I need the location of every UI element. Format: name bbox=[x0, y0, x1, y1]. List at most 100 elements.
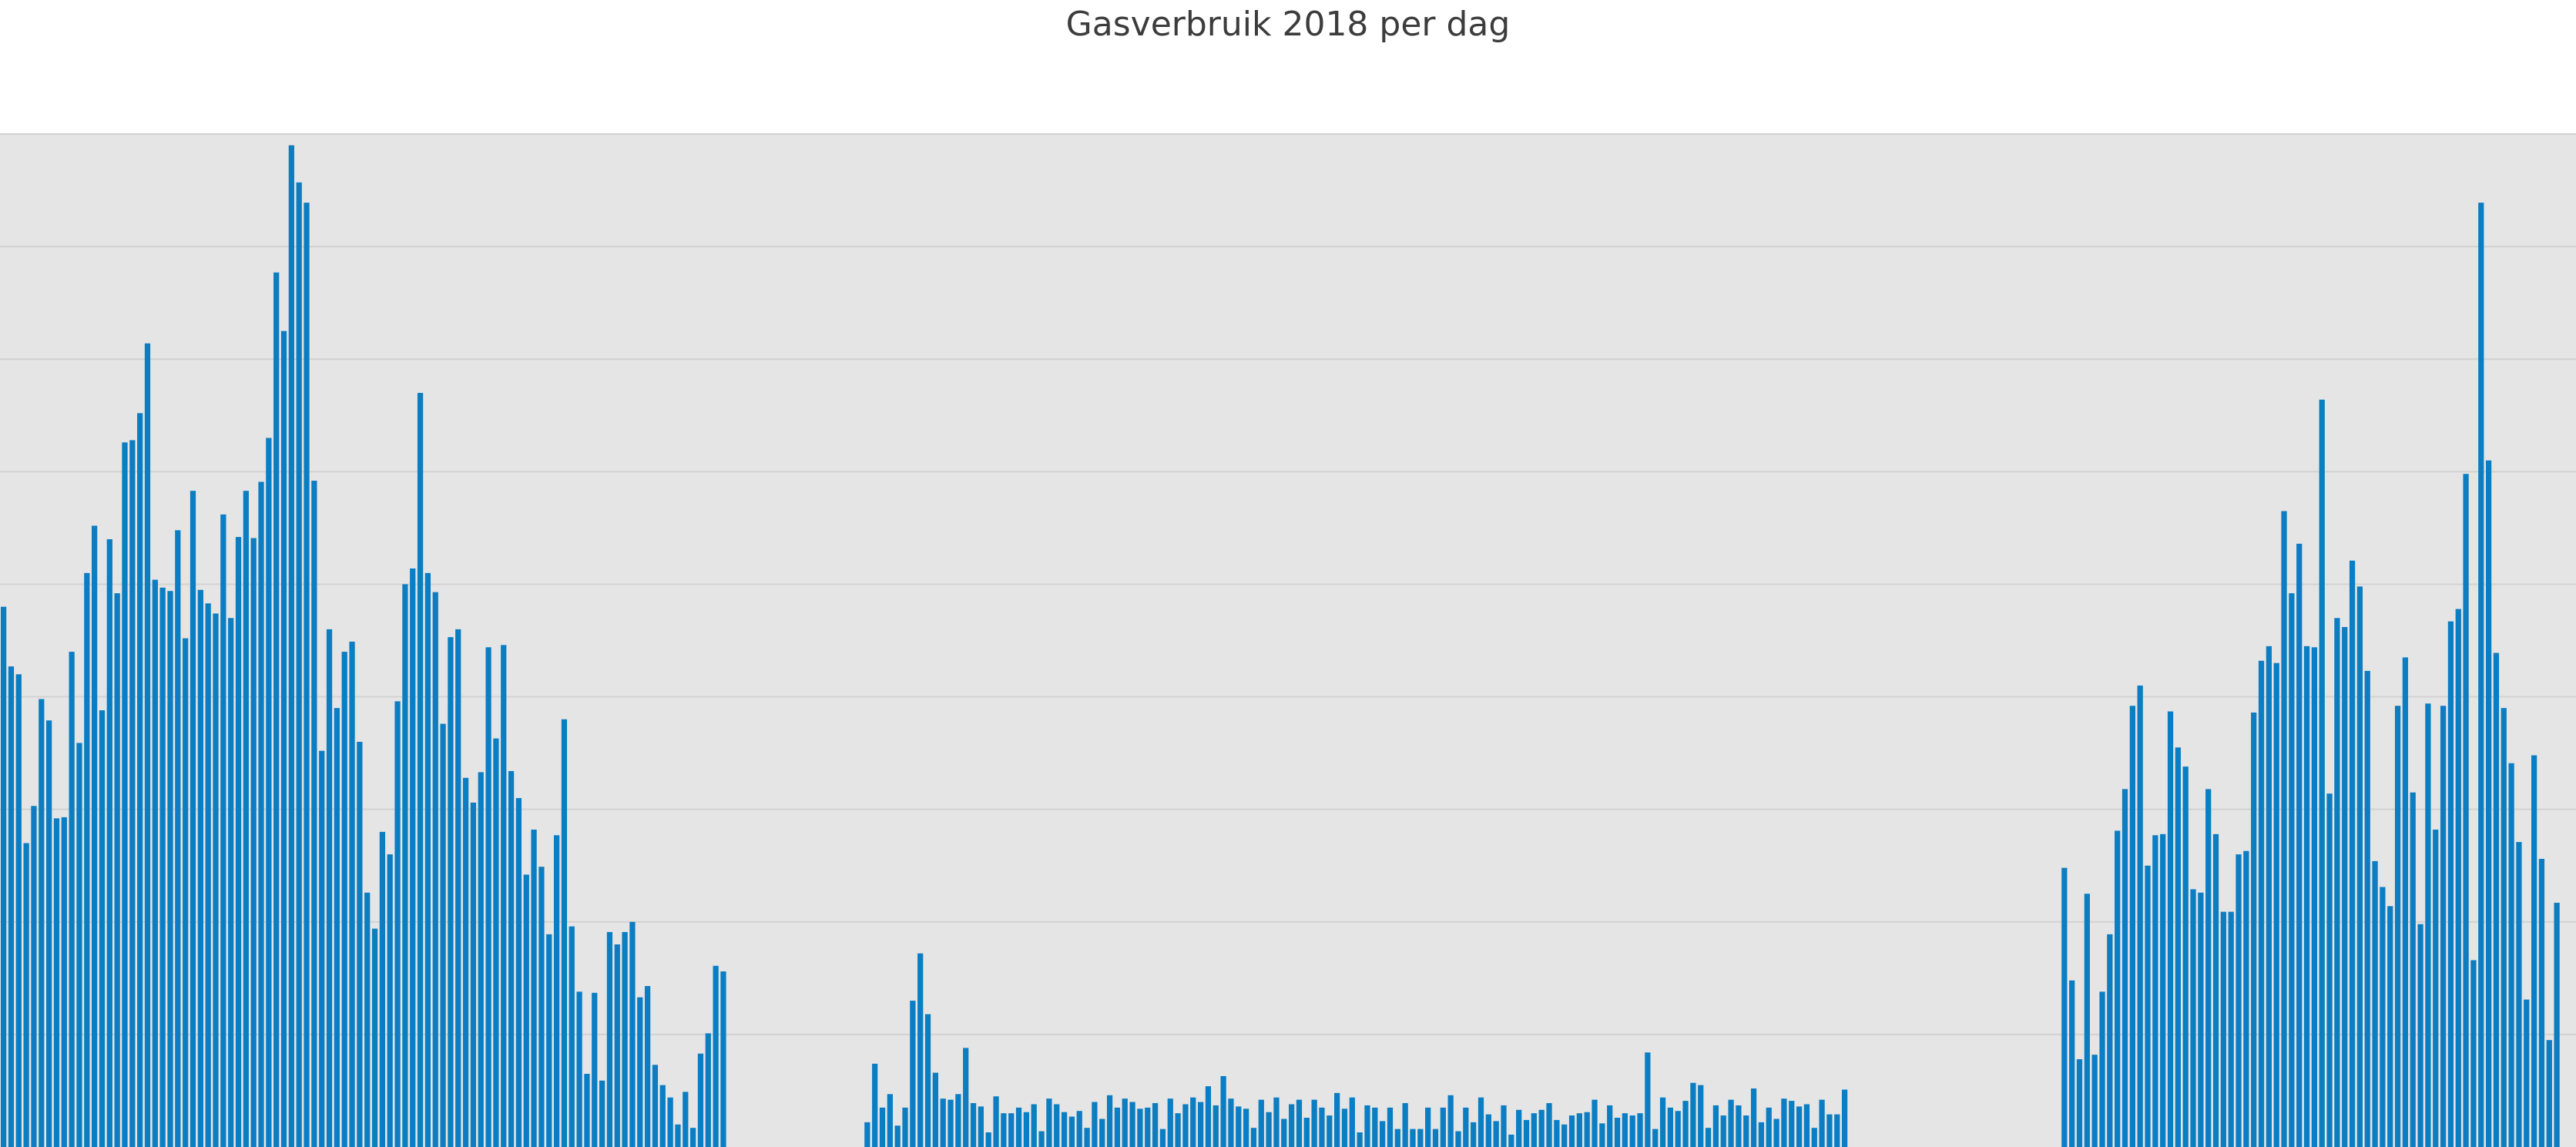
bar bbox=[1637, 1113, 1643, 1147]
bar bbox=[197, 589, 203, 1147]
bar bbox=[683, 1092, 689, 1147]
bar bbox=[1031, 1104, 1037, 1147]
bar bbox=[1303, 1118, 1310, 1147]
bar bbox=[963, 1048, 969, 1147]
bar bbox=[288, 145, 294, 1147]
bar bbox=[1508, 1134, 1514, 1147]
bar bbox=[1213, 1105, 1219, 1147]
bar bbox=[720, 971, 726, 1147]
bar bbox=[1137, 1108, 1143, 1147]
bar bbox=[349, 641, 355, 1147]
bar bbox=[273, 272, 280, 1147]
bar bbox=[152, 579, 158, 1147]
bar bbox=[334, 708, 340, 1147]
bar bbox=[1273, 1097, 1280, 1147]
bar bbox=[448, 637, 454, 1147]
bar bbox=[220, 514, 226, 1147]
bar bbox=[2198, 892, 2204, 1147]
bar bbox=[2145, 865, 2151, 1147]
bar bbox=[2296, 543, 2303, 1147]
bar bbox=[1712, 1105, 1719, 1147]
bar bbox=[523, 874, 529, 1147]
bar bbox=[258, 481, 264, 1147]
bar bbox=[879, 1107, 886, 1147]
bar bbox=[1607, 1105, 1613, 1147]
bar bbox=[894, 1125, 901, 1147]
bar bbox=[1167, 1098, 1173, 1147]
bar bbox=[2251, 713, 2257, 1147]
bar bbox=[387, 854, 393, 1147]
bar bbox=[2205, 789, 2212, 1147]
bar bbox=[1357, 1132, 1363, 1147]
bar bbox=[319, 750, 325, 1147]
bar bbox=[970, 1103, 977, 1147]
bar bbox=[1197, 1102, 1204, 1147]
bar bbox=[2380, 887, 2386, 1147]
bar bbox=[515, 798, 522, 1147]
bar bbox=[561, 719, 568, 1147]
bar bbox=[1236, 1106, 1242, 1147]
bar bbox=[84, 572, 90, 1147]
bar bbox=[1145, 1107, 1151, 1147]
bar bbox=[1394, 1129, 1400, 1147]
bar bbox=[1281, 1118, 1287, 1147]
bar bbox=[1705, 1128, 1712, 1147]
bar bbox=[1129, 1102, 1135, 1147]
bar bbox=[2069, 980, 2075, 1147]
bar bbox=[1159, 1129, 1166, 1147]
bar bbox=[364, 892, 371, 1147]
bar bbox=[39, 699, 45, 1147]
bar bbox=[1834, 1114, 1840, 1147]
bar bbox=[213, 613, 219, 1147]
bar bbox=[2538, 858, 2545, 1147]
bar bbox=[1592, 1099, 1598, 1147]
bar bbox=[114, 593, 120, 1147]
bar bbox=[2455, 609, 2461, 1147]
bar bbox=[1380, 1121, 1386, 1147]
bar bbox=[2319, 399, 2325, 1147]
bar bbox=[2342, 626, 2348, 1147]
bar bbox=[159, 587, 166, 1147]
bar bbox=[1243, 1108, 1249, 1147]
bar bbox=[205, 603, 211, 1147]
bar bbox=[1629, 1115, 1635, 1147]
bar bbox=[2076, 1059, 2083, 1147]
bar bbox=[948, 1099, 954, 1147]
bar bbox=[2417, 924, 2423, 1147]
bar bbox=[410, 568, 416, 1147]
bar bbox=[1781, 1098, 1787, 1147]
bars bbox=[1, 145, 2560, 1147]
bar bbox=[424, 572, 431, 1147]
bar bbox=[1266, 1112, 1272, 1147]
bar bbox=[1682, 1101, 1689, 1147]
bar bbox=[2190, 889, 2196, 1147]
bar bbox=[1099, 1118, 1105, 1147]
bar bbox=[304, 203, 310, 1147]
bar bbox=[1568, 1115, 1575, 1147]
bar bbox=[2167, 711, 2174, 1147]
bar bbox=[106, 539, 112, 1147]
bar bbox=[46, 720, 52, 1147]
bar bbox=[2447, 621, 2454, 1147]
bar bbox=[1447, 1095, 1454, 1147]
bar bbox=[2115, 830, 2121, 1147]
bar bbox=[917, 953, 924, 1147]
bar bbox=[357, 742, 363, 1147]
bar bbox=[53, 818, 60, 1147]
bar bbox=[2440, 706, 2447, 1147]
bar bbox=[924, 1014, 931, 1147]
bar bbox=[2463, 474, 2469, 1147]
bar bbox=[1538, 1109, 1545, 1147]
bar bbox=[1417, 1129, 1424, 1147]
bar bbox=[569, 926, 575, 1147]
bar bbox=[1826, 1114, 1833, 1147]
bar bbox=[341, 652, 347, 1147]
bar bbox=[455, 629, 461, 1147]
bar bbox=[2524, 999, 2530, 1147]
bar bbox=[2470, 960, 2477, 1147]
bar bbox=[92, 525, 98, 1147]
bar bbox=[1736, 1105, 1742, 1147]
bar bbox=[2084, 894, 2090, 1147]
bar bbox=[1122, 1098, 1128, 1147]
